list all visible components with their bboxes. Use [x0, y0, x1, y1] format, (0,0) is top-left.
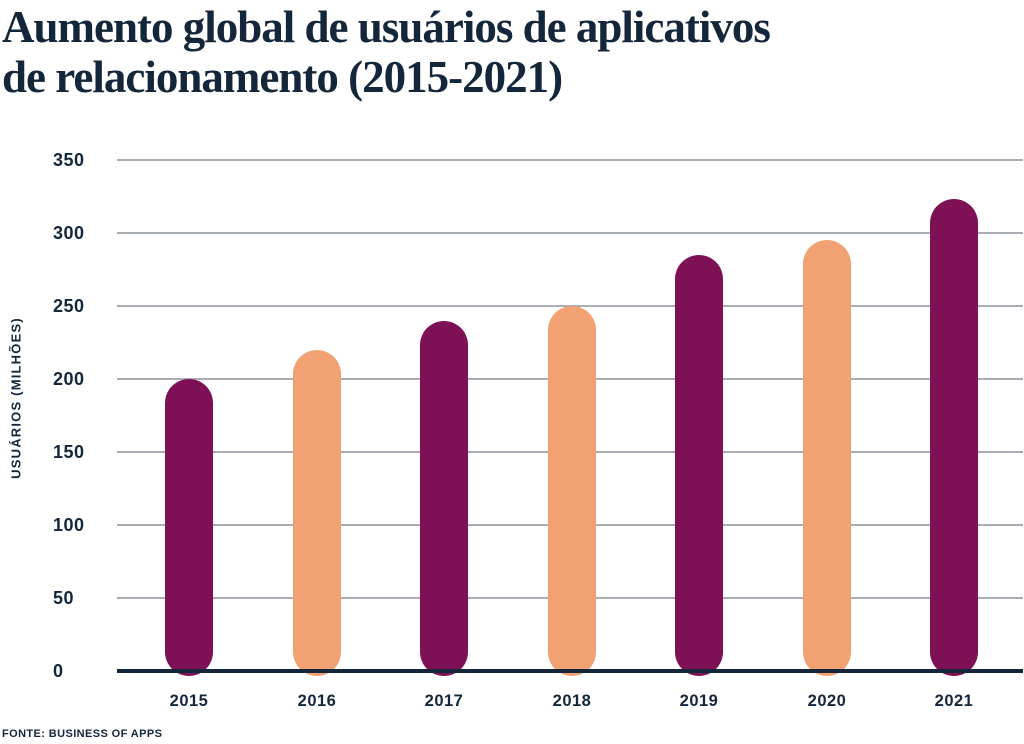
x-axis-label-2017: 2017	[424, 692, 464, 710]
bar-2018	[548, 306, 596, 676]
y-tick-label-100: 100	[53, 515, 85, 535]
y-axis-title: USUÁRIOS (MILHÕES)	[8, 317, 24, 479]
y-tick-label-200: 200	[53, 369, 85, 389]
gridline-300	[117, 232, 1023, 234]
gridline-350	[117, 159, 1023, 161]
bar-2020	[803, 240, 851, 676]
y-tick-label-150: 150	[53, 442, 85, 462]
x-axis-line	[117, 669, 1023, 673]
bar-2019	[675, 255, 723, 676]
bar-2017	[420, 321, 468, 676]
chart-title-line2: de relacionamento (2015-2021)	[2, 52, 563, 102]
chart-title-line1: Aumento global de usuários de aplicativo…	[2, 2, 771, 52]
y-tick-label-300: 300	[53, 223, 85, 243]
bar-2016	[293, 350, 341, 676]
bar-chart-plot-area: 2015 2016 2017 2018 2019 2020 2021	[117, 159, 1023, 710]
x-axis-label-2018: 2018	[552, 692, 592, 710]
x-axis-label-2020: 2020	[807, 692, 847, 710]
x-axis-label-2021: 2021	[934, 692, 974, 710]
chart-title: Aumento global de usuários de aplicativo…	[2, 2, 1012, 102]
bar-2021	[930, 199, 978, 676]
y-tick-label-0: 0	[53, 661, 64, 681]
x-axis-label-2015: 2015	[169, 692, 209, 710]
y-tick-label-50: 50	[53, 588, 75, 608]
x-axis-label-2019: 2019	[679, 692, 719, 710]
source-attribution: FONTE: BUSINESS OF APPS	[2, 728, 163, 740]
bar-2015	[165, 379, 213, 676]
y-tick-label-250: 250	[53, 296, 85, 316]
y-tick-label-350: 350	[53, 150, 85, 170]
x-axis-label-2016: 2016	[297, 692, 337, 710]
